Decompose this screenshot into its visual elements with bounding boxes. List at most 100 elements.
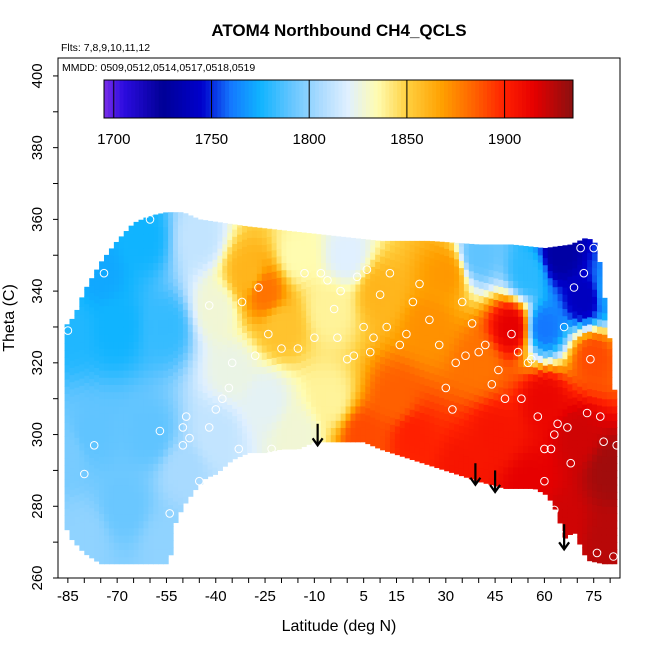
heatmap-cell — [355, 362, 361, 371]
heatmap-cell — [518, 337, 524, 346]
heatmap-cell — [557, 336, 564, 345]
heatmap-cell — [429, 408, 435, 417]
heatmap-cell — [266, 315, 273, 324]
heatmap-cell — [532, 424, 539, 433]
colorbar-cell — [240, 80, 246, 118]
heatmap-cell — [182, 431, 189, 439]
heatmap-cell — [207, 468, 214, 477]
x-tick-label: 30 — [437, 588, 454, 605]
heatmap-cell — [123, 276, 130, 285]
heatmap-cell — [104, 384, 110, 393]
heatmap-cell — [128, 312, 135, 321]
heatmap-cell — [518, 287, 524, 296]
heatmap-cell — [148, 326, 154, 335]
heatmap-cell — [94, 360, 100, 368]
heatmap-cell — [256, 430, 263, 439]
heatmap-cell — [493, 421, 499, 430]
heatmap-cell — [592, 540, 598, 548]
heatmap-cell — [365, 271, 371, 280]
heatmap-cell — [286, 233, 292, 242]
heatmap-cell — [429, 300, 435, 309]
heatmap-cell — [143, 499, 149, 507]
heatmap-cell — [148, 434, 154, 443]
heatmap-cell — [552, 351, 559, 359]
heatmap-cell — [177, 418, 184, 427]
heatmap-cell — [173, 450, 179, 459]
heatmap-cell — [424, 292, 430, 300]
heatmap-cell — [89, 299, 95, 308]
heatmap-cell — [463, 312, 470, 320]
heatmap-cell — [596, 333, 603, 342]
heatmap-cell — [113, 262, 120, 271]
heatmap-cell — [601, 326, 608, 335]
colorbar-cell — [127, 80, 132, 118]
heatmap-cell — [246, 258, 253, 267]
colorbar-cell — [283, 80, 289, 118]
heatmap-cell — [168, 361, 174, 369]
heatmap-cell — [123, 398, 130, 407]
heatmap-cell — [133, 491, 140, 500]
heatmap-cell — [113, 291, 120, 299]
heatmap-cell — [187, 288, 194, 296]
heatmap-cell — [133, 326, 140, 335]
heatmap-cell — [513, 309, 519, 317]
heatmap-cell — [266, 430, 273, 438]
heatmap-cell — [375, 397, 381, 406]
heatmap-cell — [523, 301, 529, 310]
heatmap-cell — [394, 296, 401, 305]
heatmap-cell — [414, 253, 421, 261]
heatmap-cell — [478, 352, 485, 361]
heatmap-cell — [513, 474, 519, 482]
heatmap-cell — [291, 405, 297, 414]
heatmap-cell — [187, 460, 194, 469]
heatmap-cell — [468, 249, 475, 257]
colorbar-cell — [397, 80, 402, 118]
heatmap-cell — [104, 405, 110, 414]
heatmap-cell — [434, 445, 440, 454]
heatmap-cell — [163, 456, 169, 464]
heatmap-cell — [177, 212, 184, 219]
heatmap-cell — [552, 308, 559, 316]
heatmap-cell — [562, 423, 569, 431]
heatmap-cell — [79, 464, 85, 472]
heatmap-cell — [601, 499, 608, 507]
heatmap-cell — [89, 500, 95, 509]
heatmap-cell — [158, 506, 164, 515]
heatmap-cell — [335, 391, 342, 400]
heatmap-cell — [552, 322, 559, 331]
colorbar-cell — [178, 80, 183, 118]
heatmap-cell — [552, 430, 559, 438]
heatmap-cell — [330, 276, 337, 285]
heatmap-cell — [449, 271, 455, 280]
heatmap-cell — [104, 448, 110, 457]
heatmap-cell — [296, 305, 302, 313]
heatmap-cell — [69, 360, 76, 368]
heatmap-cell — [508, 452, 514, 461]
heatmap-cell — [527, 430, 534, 439]
heatmap-cell — [473, 408, 480, 417]
heatmap-cell — [454, 423, 460, 432]
heatmap-cell — [173, 235, 179, 244]
heatmap-cell — [99, 470, 105, 479]
heatmap-cell — [84, 482, 90, 491]
sample-point — [80, 469, 89, 479]
heatmap-cell — [434, 424, 440, 433]
heatmap-cell — [182, 467, 189, 475]
heatmap-cell — [350, 269, 357, 278]
heatmap-cell — [547, 335, 554, 343]
heatmap-cell — [547, 442, 554, 451]
heatmap-cell — [306, 293, 312, 302]
heatmap-cell — [478, 252, 485, 261]
heatmap-cell — [385, 300, 391, 309]
heatmap-cell — [498, 365, 504, 374]
heatmap-cell — [508, 474, 514, 482]
heatmap-cell — [301, 232, 307, 239]
heatmap-cell — [192, 467, 199, 476]
heatmap-cell — [153, 556, 159, 565]
heatmap-cell — [89, 421, 95, 430]
heatmap-cell — [414, 324, 421, 333]
heatmap-cell — [508, 459, 514, 468]
heatmap-cell — [577, 350, 583, 359]
heatmap-cell — [532, 352, 539, 361]
heatmap-cell — [345, 348, 352, 357]
